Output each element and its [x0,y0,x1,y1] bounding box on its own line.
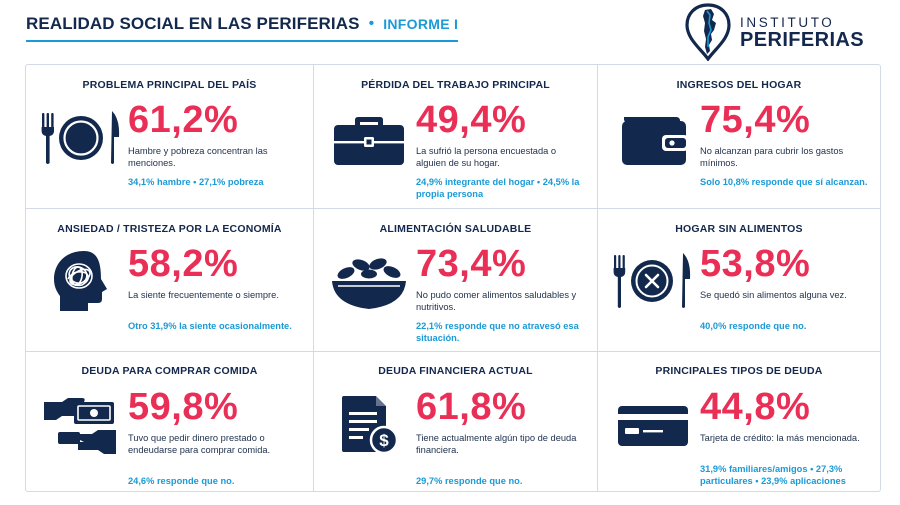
stat-card-hogar-sin-alimentos: HOGAR SIN ALIMENTOS 53,8% Se quedó sin a… [598,209,880,352]
hand-money-icon [38,392,124,456]
stat-description: Tuvo que pedir dinero prestado o endeuda… [128,433,271,455]
stat-description: Se quedó sin alimentos alguna vez. [700,290,847,300]
card-title: INGRESOS DEL HOGAR [676,79,802,91]
stat-note: 22,1% responde que no atravesó esa situa… [416,321,579,343]
svg-text:$: $ [379,431,389,450]
head-scribble-icon [38,249,124,313]
card-title: ALIMENTACIÓN SALUDABLE [379,223,532,235]
stat-description: No pudo comer alimentos saludables y nut… [416,290,577,312]
empty-plate-icon [610,249,696,313]
stat-description: Tarjeta de crédito: la más mencionada. [700,433,860,443]
stat-value: 59,8% [128,386,239,428]
card-title: ANSIEDAD / TRISTEZA POR LA ECONOMÍA [57,223,282,235]
title-group: REALIDAD SOCIAL EN LAS PERIFERIAS • INFO… [26,14,458,34]
stat-note: 34,1% hambre • 27,1% pobreza [128,177,264,187]
stat-card-tipos-deuda: PRINCIPALES TIPOS DE DEUDA 44,8% Tarjeta… [598,352,880,491]
title-separator: • [368,15,375,32]
stat-card-deuda-financiera: DEUDA FINANCIERA ACTUAL $ 61,8% Tiene ac… [314,352,598,491]
stat-card-deuda-comida: DEUDA PARA COMPRAR COMIDA 59,8% Tuvo que… [26,352,314,491]
card-title: PROBLEMA PRINCIPAL DEL PAÍS [82,79,257,91]
card-title: DEUDA FINANCIERA ACTUAL [378,365,533,377]
stat-value: 61,2% [128,99,239,141]
stat-card-ingresos-hogar: INGRESOS DEL HOGAR 75,4% No alcanzan par… [598,65,880,209]
stat-note: Solo 10,8% responde que sí alcanzan. [700,177,868,187]
stat-note: 24,6% responde que no. [128,476,235,486]
stat-value: 58,2% [128,243,239,285]
stat-note: 24,9% integrante del hogar • 24,5% la pr… [416,177,580,199]
argentina-map-pin-icon [685,3,731,61]
stat-value: 61,8% [416,386,527,428]
card-title: PRINCIPALES TIPOS DE DEUDA [655,365,823,377]
stats-grid: PROBLEMA PRINCIPAL DEL PAÍS 61,2% Hambre… [25,64,881,492]
salad-bowl-icon [326,249,412,313]
stat-card-ansiedad: ANSIEDAD / TRISTEZA POR LA ECONOMÍA 58,2… [26,209,314,352]
stat-card-problema-principal: PROBLEMA PRINCIPAL DEL PAÍS 61,2% Hambre… [26,65,314,209]
stat-note: 29,7% responde que no. [416,476,523,486]
stat-card-alimentacion: ALIMENTACIÓN SALUDABLE 73,4% No pudo com… [314,209,598,352]
page-title: REALIDAD SOCIAL EN LAS PERIFERIAS [26,14,360,33]
stat-value: 73,4% [416,243,527,285]
stat-note: Otro 31,9% la siente ocasionalmente. [128,321,292,331]
report-header: REALIDAD SOCIAL EN LAS PERIFERIAS • INFO… [0,0,900,62]
bill-dollar-icon: $ [326,392,412,456]
credit-card-icon [610,392,696,456]
plate-cutlery-icon [38,105,124,169]
report-subtitle: INFORME I [383,16,459,32]
card-title: PÉRDIDA DEL TRABAJO PRINCIPAL [361,79,550,91]
stat-description: Hambre y pobreza concentran las mencione… [128,146,268,168]
stat-description: Tiene actualmente algún tipo de deuda fi… [416,433,577,455]
logo-text-periferias: PERIFERIAS [740,29,865,51]
stat-description: La siente frecuentemente o siempre. [128,290,279,300]
briefcase-icon [326,105,412,169]
title-underline [26,40,458,42]
stat-card-perdida-trabajo: PÉRDIDA DEL TRABAJO PRINCIPAL 49,4% La s… [314,65,598,209]
stat-value: 75,4% [700,99,811,141]
stat-note: 40,0% responde que no. [700,321,807,331]
card-title: DEUDA PARA COMPRAR COMIDA [81,365,258,377]
stat-value: 44,8% [700,386,811,428]
stat-description: No alcanzan para cubrir los gastos mínim… [700,146,844,168]
stat-value: 53,8% [700,243,811,285]
card-title: HOGAR SIN ALIMENTOS [675,223,803,235]
institute-logo: INSTITUTO PERIFERIAS [683,3,893,61]
stat-description: La sufrió la persona encuestada o alguie… [416,146,557,168]
logo-text-instituto: INSTITUTO [740,15,835,30]
wallet-icon [610,105,696,169]
stat-value: 49,4% [416,99,527,141]
stat-note: 31,9% familiares/amigos • 27,3% particul… [700,464,846,486]
